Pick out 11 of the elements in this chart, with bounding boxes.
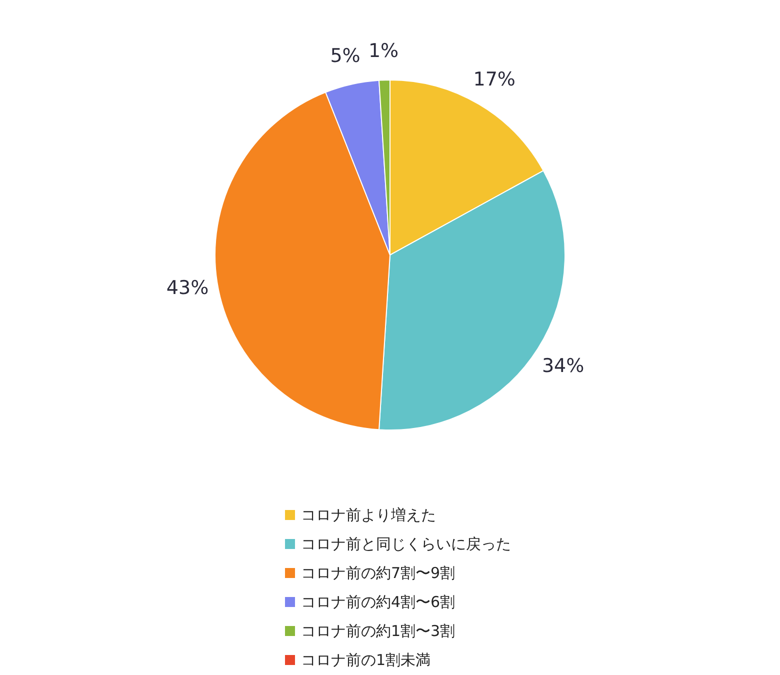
legend-label: コロナ前と同じくらいに戻った [301,535,511,553]
data-label: 34% [542,354,584,377]
legend-label: コロナ前の約7割〜9割 [301,564,456,582]
data-label: 5% [330,44,360,67]
legend-label: コロナ前の約4割〜6割 [301,593,456,611]
legend-label: コロナ前の1割未満 [301,651,431,669]
data-label: 1% [368,40,399,62]
legend-label: コロナ前の約1割〜3割 [301,622,456,640]
legend-label: コロナ前より増えた [301,506,436,524]
data-label: 43% [166,277,209,300]
data-label: 17% [473,68,516,91]
